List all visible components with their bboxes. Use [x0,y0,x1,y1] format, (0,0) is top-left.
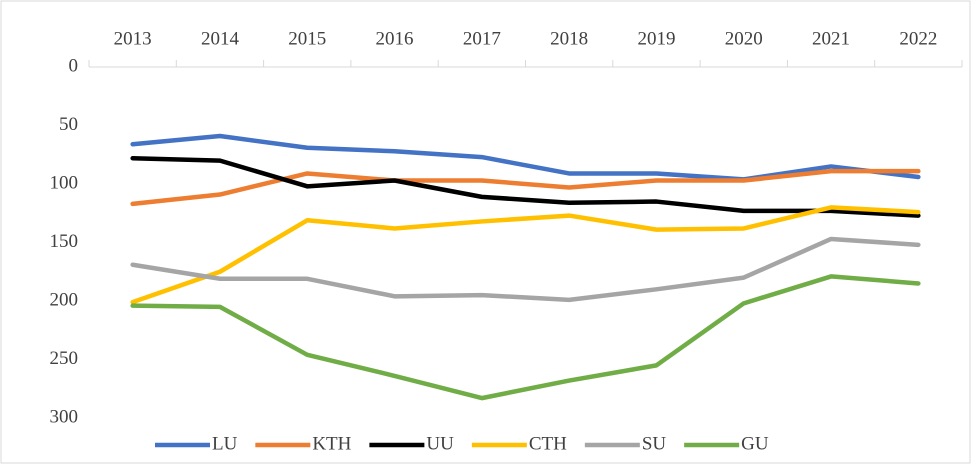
legend-label: CTH [529,433,567,454]
y-tick-label: 0 [69,55,79,76]
legend-label: KTH [312,433,351,454]
series-line [130,168,921,207]
legend-label: LU [212,433,238,454]
x-tick-label: 2020 [725,28,763,49]
y-tick-label: 100 [50,172,79,193]
x-tick-label: 2017 [463,28,501,49]
x-tick-label: 2016 [376,28,414,49]
x-tick-label: 2015 [288,28,326,49]
legend-label: UU [426,433,454,454]
series-line [130,274,921,401]
x-tick-label: 2013 [114,28,152,49]
y-tick-label: 250 [50,348,79,369]
legend-label: SU [642,433,667,454]
y-tick-label: 200 [50,289,79,310]
series-line [130,236,921,303]
x-tick-label: 2018 [550,28,588,49]
y-tick-label: 150 [50,231,79,252]
x-tick-label: 2019 [637,28,675,49]
x-tick-label: 2021 [812,28,850,49]
series-line [130,205,921,305]
legend-label: GU [741,433,769,454]
series-line [130,156,921,218]
x-tick-label: 2022 [899,28,937,49]
y-tick-label: 50 [59,114,78,135]
series-line [130,133,921,182]
y-tick-label: 300 [50,406,79,427]
x-tick-label: 2014 [201,28,240,49]
